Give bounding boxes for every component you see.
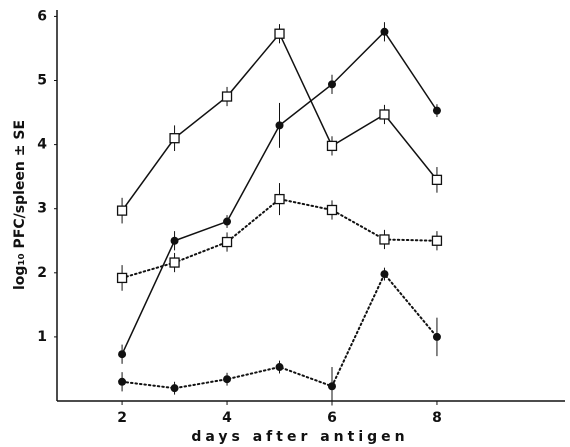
x-axis-label: days after antigen — [191, 429, 408, 445]
marker — [431, 174, 443, 186]
y-tick-label: 6 — [37, 8, 47, 24]
y-tick-label: 4 — [37, 137, 47, 153]
marker — [223, 375, 232, 384]
y-tick-label: 3 — [37, 201, 47, 217]
marker — [170, 384, 179, 393]
marker — [170, 236, 179, 245]
marker — [379, 109, 390, 120]
marker — [274, 28, 285, 39]
x-tick-label: 2 — [117, 410, 127, 426]
marker — [379, 234, 390, 245]
y-tick-label: 5 — [37, 73, 47, 89]
marker — [274, 193, 285, 205]
marker — [116, 205, 128, 216]
marker — [327, 382, 336, 391]
marker — [169, 133, 180, 144]
x-tick-label: 4 — [222, 410, 232, 426]
marker — [326, 140, 338, 152]
marker — [169, 257, 180, 268]
marker — [380, 270, 389, 279]
x-tick-label: 6 — [327, 410, 337, 426]
marker — [380, 27, 389, 36]
y-tick-label: 1 — [37, 329, 47, 345]
marker — [327, 80, 336, 89]
marker — [431, 235, 443, 246]
y-tick-label: 2 — [37, 265, 47, 281]
marker — [221, 91, 233, 102]
marker — [118, 350, 127, 359]
marker — [223, 217, 232, 226]
marker — [432, 332, 441, 341]
marker — [116, 272, 128, 284]
marker — [118, 377, 127, 386]
marker — [221, 236, 233, 248]
marker — [326, 204, 338, 216]
marker — [275, 363, 284, 372]
marker — [432, 106, 441, 115]
y-axis-label: log₁₀ PFC/spleen ± SE — [12, 120, 28, 290]
x-tick-label: 8 — [432, 410, 442, 426]
marker — [275, 121, 284, 130]
